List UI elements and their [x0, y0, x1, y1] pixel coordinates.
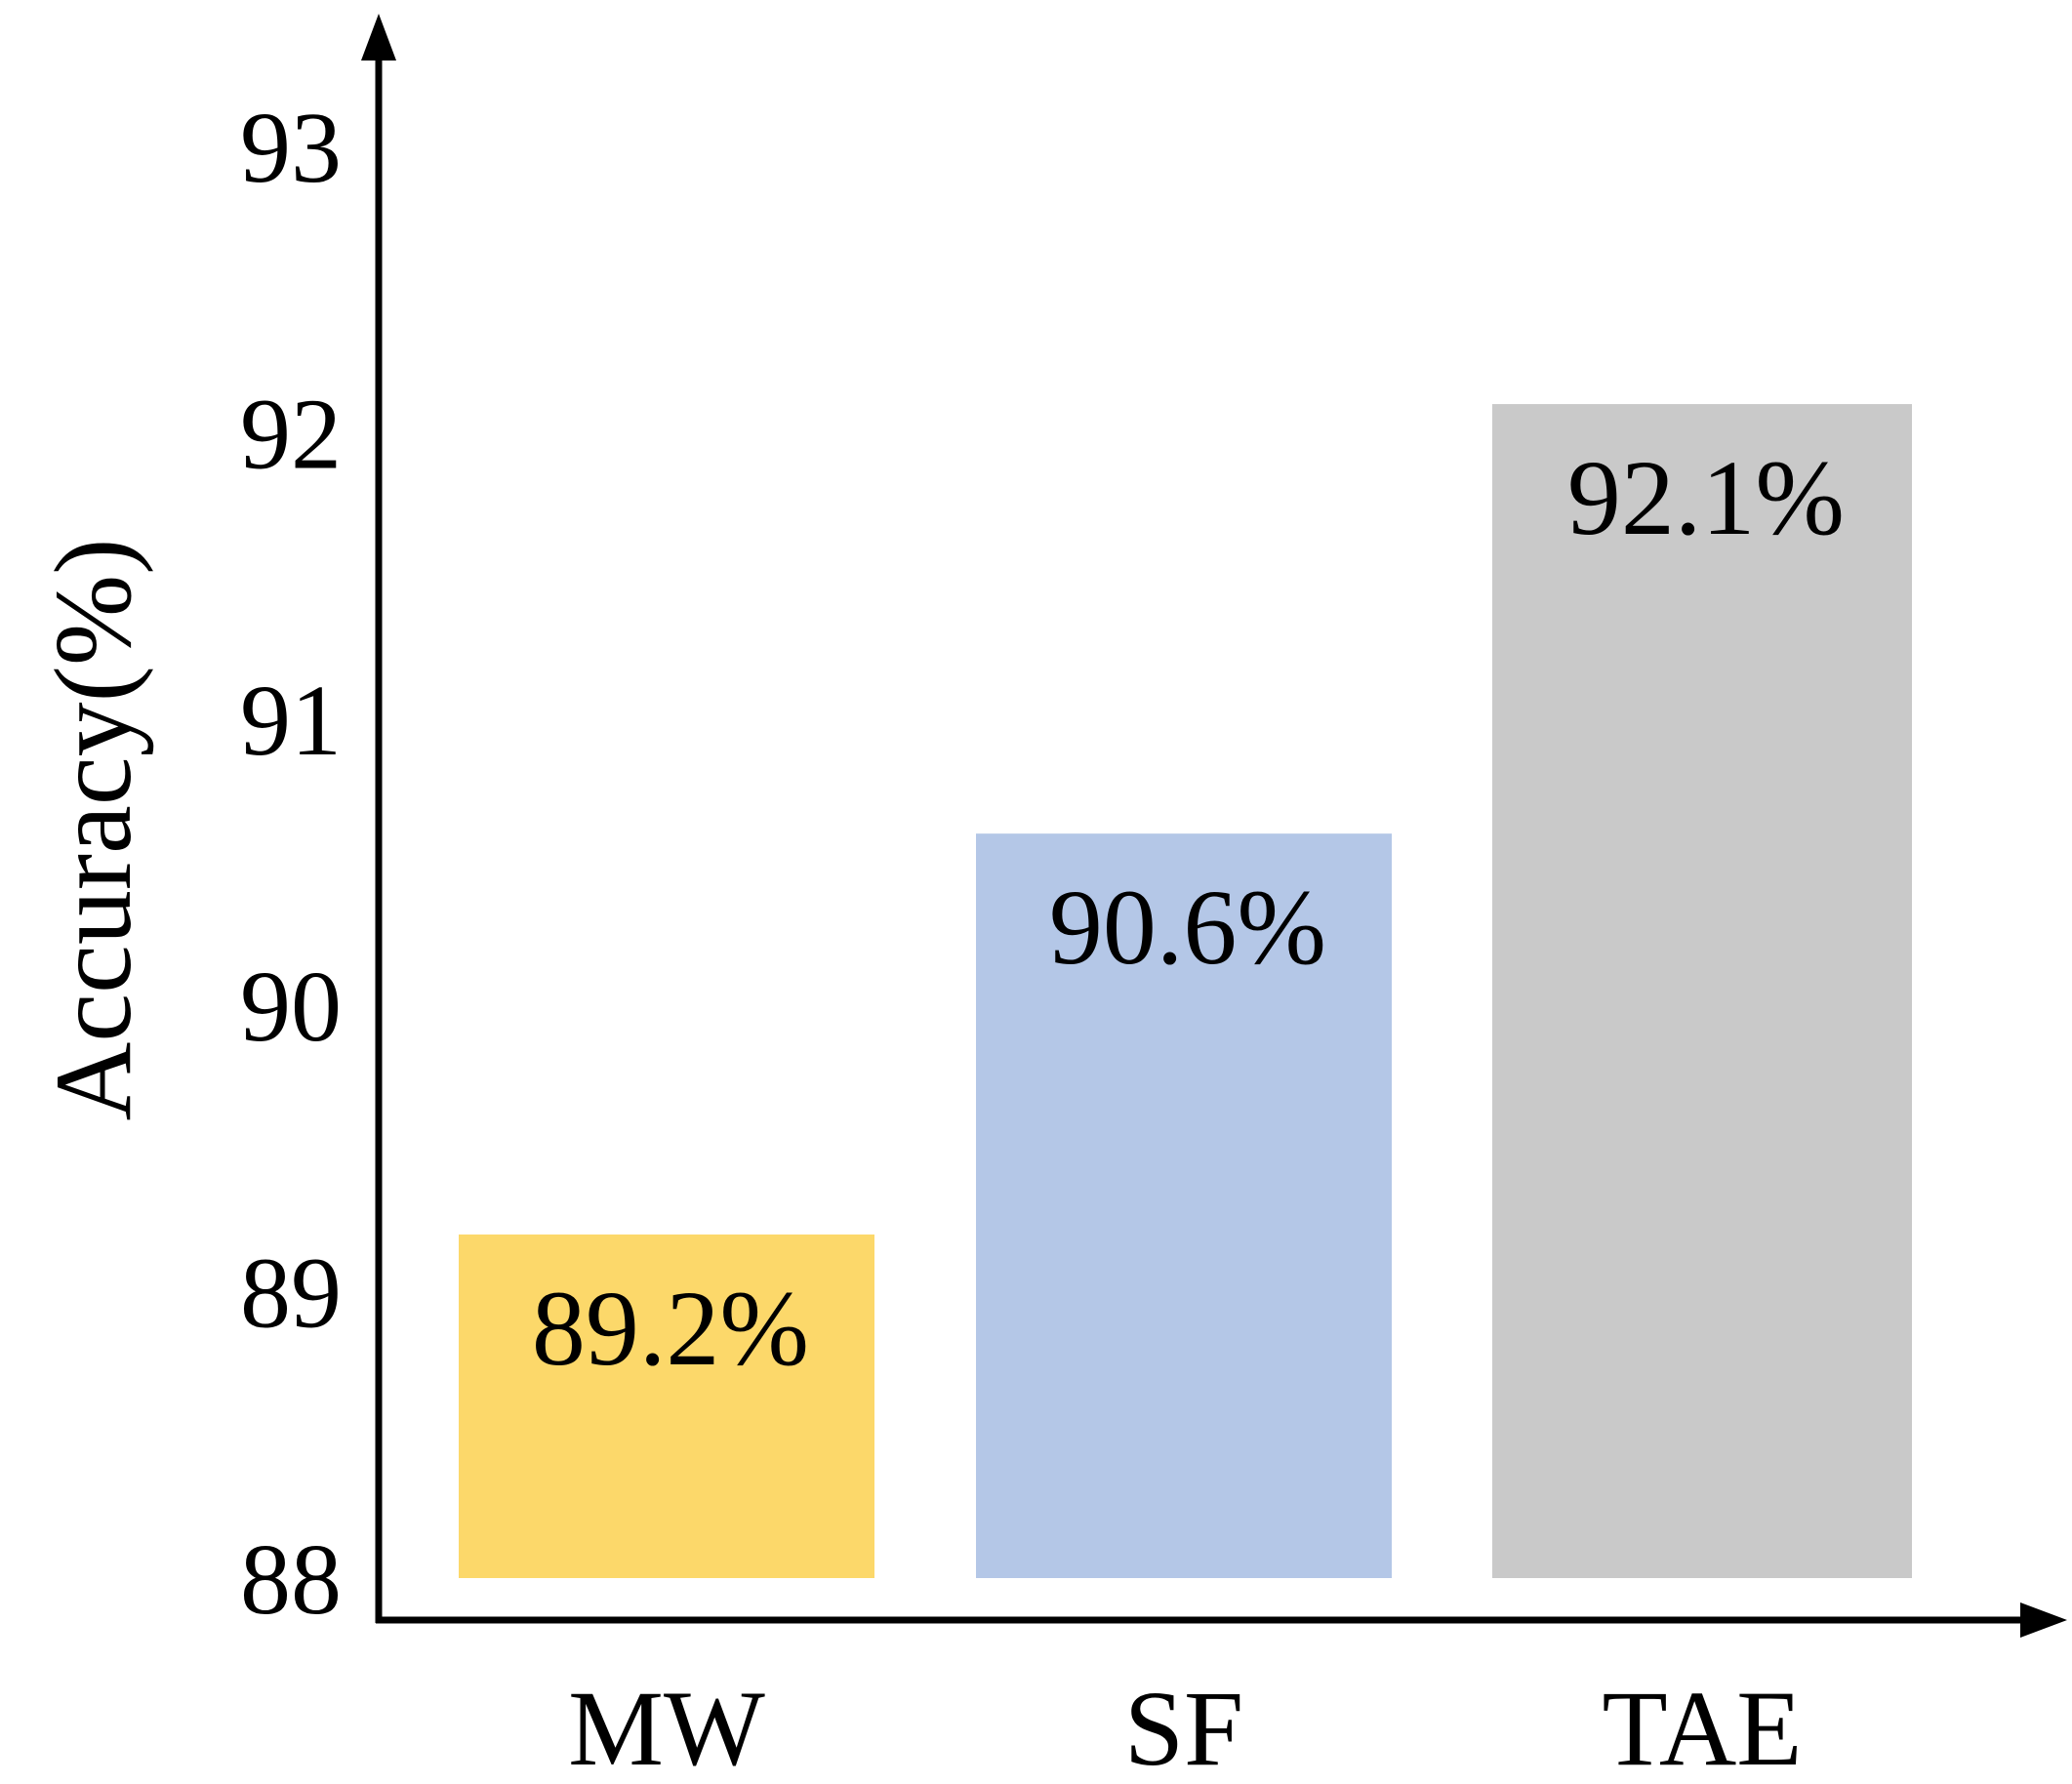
- x-category-label-sf: SF: [1124, 1669, 1243, 1784]
- bar-sf: [976, 833, 1392, 1578]
- y-tick-labels: 88 89 90 91 92 93: [240, 92, 342, 1636]
- x-axis-arrow-icon: [2020, 1602, 2067, 1638]
- bar-tae: [1492, 404, 1912, 1578]
- y-axis-arrow-icon: [361, 14, 396, 61]
- axes-layer: [361, 14, 2067, 1638]
- y-tick-label: 93: [240, 92, 342, 204]
- bar-value-label-sf: 90.6%: [1049, 868, 1326, 987]
- y-tick-label: 89: [240, 1237, 342, 1350]
- y-tick-label: 92: [240, 378, 342, 490]
- x-category-label-tae: TAE: [1602, 1669, 1802, 1784]
- bar-labels-layer: 89.2% 90.6% 92.1%: [532, 438, 1845, 1388]
- y-tick-label: 88: [240, 1523, 342, 1636]
- bar-mw: [459, 1234, 874, 1578]
- bar-value-label-mw: 89.2%: [532, 1269, 809, 1388]
- y-tick-label: 91: [240, 665, 342, 777]
- y-axis-title: Accuracy(%): [33, 539, 154, 1121]
- x-category-labels: MW SF TAE: [568, 1669, 1802, 1784]
- x-category-label-mw: MW: [568, 1669, 765, 1784]
- bars-layer: [459, 404, 1912, 1578]
- y-tick-label: 90: [240, 951, 342, 1063]
- bar-value-label-tae: 92.1%: [1567, 438, 1845, 557]
